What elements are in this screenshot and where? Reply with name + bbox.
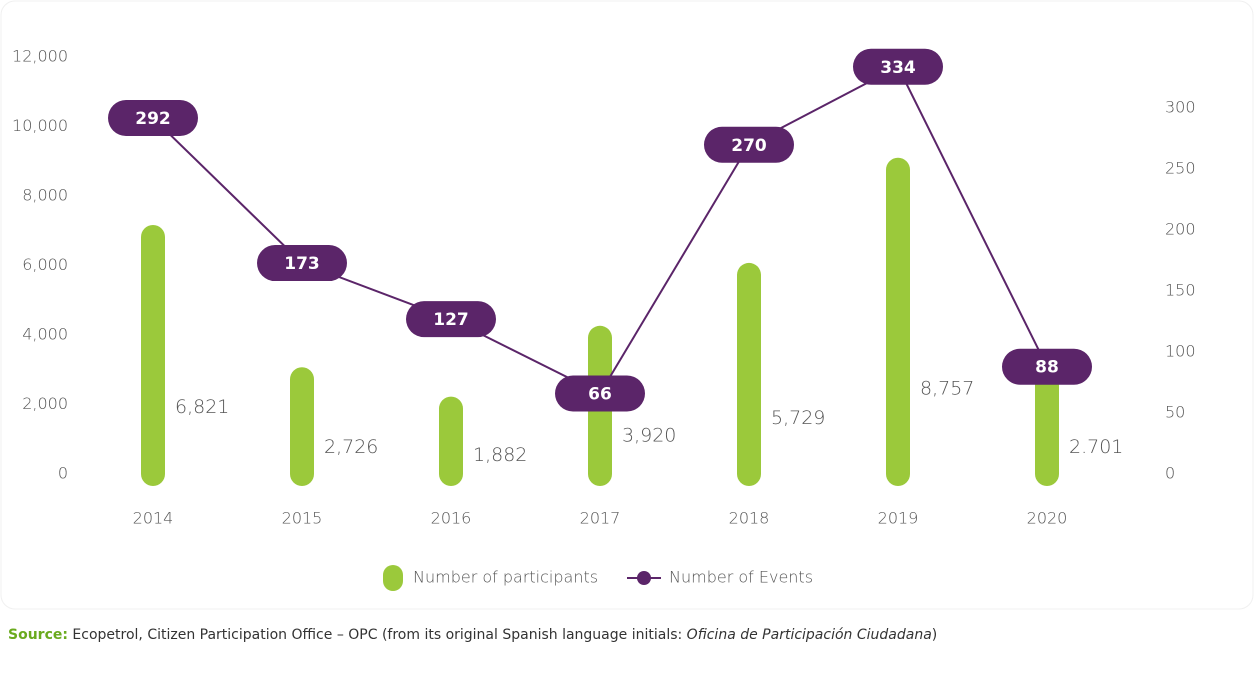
y2-tick-label: 100 <box>1165 342 1196 361</box>
bar-value-label: 1,882 <box>473 444 527 466</box>
x-tick-label: 2018 <box>729 509 770 528</box>
bar <box>141 224 165 486</box>
legend-icon <box>637 571 651 585</box>
y-tick-label: 8,000 <box>22 186 68 205</box>
x-tick-label: 2020 <box>1027 509 1068 528</box>
bar <box>737 262 761 486</box>
point-pill <box>704 126 794 163</box>
point-value-label: 270 <box>731 136 767 156</box>
point-pill <box>853 48 943 85</box>
point-pill <box>108 99 198 136</box>
legend-label: Number of Events <box>669 568 813 587</box>
bar-value-label: 3,920 <box>622 424 676 446</box>
point-value-label: 66 <box>588 385 612 405</box>
y2-tick-label: 50 <box>1165 403 1185 422</box>
y2-tick-label: 300 <box>1165 98 1196 117</box>
legend-label: Number of participants <box>413 568 598 587</box>
point-pill <box>1002 348 1092 385</box>
bar <box>1035 368 1059 486</box>
y-tick-label: 10,000 <box>12 116 68 135</box>
legend-icon <box>383 565 403 591</box>
source: Source: Ecopetrol, Citizen Participation… <box>8 627 937 643</box>
y2-tick-label: 0 <box>1165 464 1175 483</box>
y2-tick-label: 250 <box>1165 159 1196 178</box>
bar-value-label: 2.701 <box>1069 436 1123 458</box>
source-label: Source: <box>8 627 68 643</box>
point-value-label: 127 <box>433 310 469 330</box>
bar <box>290 367 314 486</box>
y-tick-label: 4,000 <box>22 325 68 344</box>
x-tick-label: 2019 <box>878 509 919 528</box>
bar <box>886 157 910 486</box>
source-text: Ecopetrol, Citizen Participation Office … <box>67 627 687 643</box>
source-italic: Oficina de Participación Ciudadana <box>686 627 932 643</box>
x-tick-label: 2014 <box>133 509 174 528</box>
y-tick-label: 6,000 <box>22 255 68 274</box>
point-value-label: 88 <box>1035 358 1059 378</box>
source-end: ) <box>931 627 938 643</box>
y2-tick-label: 200 <box>1165 220 1196 239</box>
y-tick-label: 0 <box>58 464 68 483</box>
bar <box>439 396 463 486</box>
point-pill <box>257 245 347 282</box>
y-tick-label: 2,000 <box>22 394 68 413</box>
bar-value-label: 5,729 <box>771 407 825 429</box>
x-tick-label: 2016 <box>431 509 472 528</box>
y-tick-label: 12,000 <box>12 47 68 66</box>
point-value-label: 173 <box>284 254 320 274</box>
y2-tick-label: 150 <box>1165 281 1196 300</box>
x-tick-label: 2017 <box>580 509 621 528</box>
bar-value-label: 6,821 <box>175 396 229 418</box>
x-tick-label: 2015 <box>282 509 323 528</box>
point-value-label: 334 <box>880 58 916 78</box>
bar-value-label: 8,757 <box>920 377 974 399</box>
bar-value-label: 2,726 <box>324 436 378 458</box>
point-pill <box>406 301 496 338</box>
point-value-label: 292 <box>135 109 171 129</box>
point-pill <box>555 375 645 412</box>
chart: 0 2,000 4,000 6,000 8,000 10,000 12,000 0 50 100 1… <box>0 0 1254 610</box>
